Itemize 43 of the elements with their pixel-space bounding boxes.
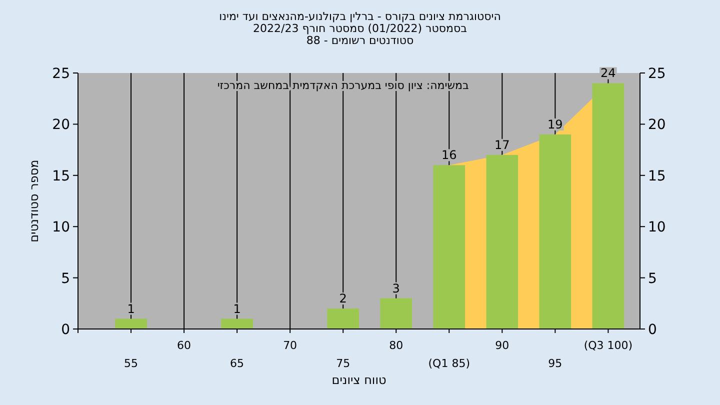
bar xyxy=(380,298,412,329)
bar xyxy=(539,134,572,329)
y-tick-label: 15 xyxy=(52,168,70,184)
data-label: 24 xyxy=(600,66,616,80)
y2-tick-label: 10 xyxy=(648,220,666,236)
y-tick-label: 0 xyxy=(61,322,70,338)
data-label: 1 xyxy=(127,302,135,316)
x-tick-label: 70 xyxy=(283,339,298,352)
y2-tick-label: 0 xyxy=(648,322,657,338)
bar xyxy=(327,308,359,329)
x-tick-label: 95 xyxy=(548,357,562,370)
bar xyxy=(433,165,466,329)
y2-tick-label: 20 xyxy=(648,117,666,134)
y2-tick-label: 5 xyxy=(648,270,657,287)
y2-tick-label: 25 xyxy=(648,66,666,82)
y-tick-label: 5 xyxy=(61,270,70,287)
bar xyxy=(115,318,147,329)
data-label: 1 xyxy=(233,302,241,316)
x-tick-label: 65 xyxy=(230,357,244,370)
x-tick-label: 90 xyxy=(495,339,510,352)
text: סטודנטים רשומים - 88 xyxy=(306,34,414,47)
x-tick-label: 60 xyxy=(177,339,192,352)
data-label: 17 xyxy=(494,138,510,152)
x-tick-label: 75 xyxy=(336,357,350,370)
y-tick-label: 25 xyxy=(52,66,70,82)
x-tick-label: (Q1 85) xyxy=(428,357,470,370)
data-label: 19 xyxy=(548,117,563,132)
y-tick-label: 10 xyxy=(52,220,70,236)
bar xyxy=(221,318,253,329)
x-tick-label: 80 xyxy=(389,339,404,352)
y2-tick-label: 15 xyxy=(648,168,666,184)
data-label: 2 xyxy=(339,292,347,306)
x-tick-label: 55 xyxy=(124,357,138,370)
bar xyxy=(592,83,624,329)
data-label: 16 xyxy=(441,148,457,162)
chart-title: היסטוגרמת ציונים בקורס - ברלין בקולנוע-מהנאצים ועד ימינו xyxy=(219,10,501,23)
chart-subtitle: בסמסטר (01/2022) סמסטר חורף 2022/23 xyxy=(253,22,467,35)
x-axis-title: טווח ציונים xyxy=(332,373,386,387)
bar xyxy=(486,154,518,329)
y-axis-title: מספר סטודנטים xyxy=(27,160,41,242)
data-label: 3 xyxy=(392,281,400,296)
y-tick-label: 20 xyxy=(52,117,70,134)
x-tick-label: (Q3 100) xyxy=(584,339,633,352)
